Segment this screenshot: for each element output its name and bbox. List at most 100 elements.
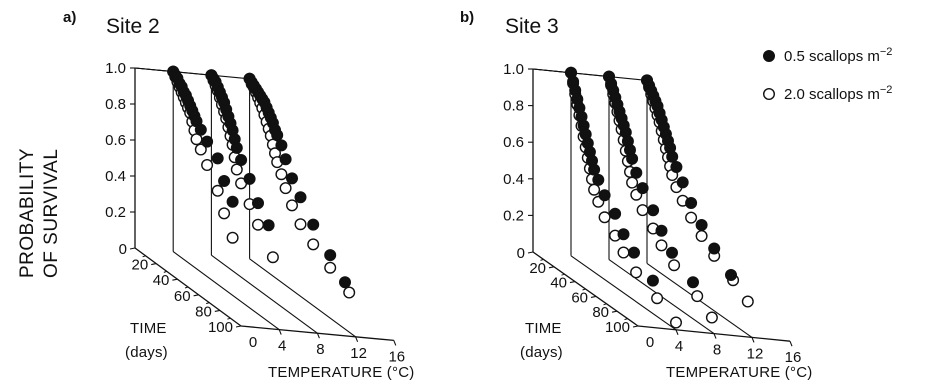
data-point <box>646 274 659 287</box>
data-point <box>691 290 704 303</box>
y-tick-label: 1.0 <box>105 60 126 77</box>
data-point <box>626 176 639 189</box>
data-point <box>695 229 708 242</box>
time-tick-label: 20 <box>529 260 546 277</box>
temperature-tick-mark <box>278 329 282 335</box>
data-point <box>670 316 683 329</box>
temperature-tick-mark <box>675 329 679 336</box>
data-point <box>668 259 681 272</box>
y-tick-label: 0.2 <box>503 207 524 224</box>
time-axis-label: TIME <box>525 320 562 337</box>
data-point <box>324 261 337 274</box>
series-filled-4 <box>167 65 239 208</box>
temperature-tick-mark <box>713 333 717 339</box>
data-point <box>230 141 243 154</box>
data-point <box>647 204 660 217</box>
time-tick-label: 60 <box>174 288 191 305</box>
data-point <box>218 174 231 187</box>
temperature-tick-mark <box>355 336 359 343</box>
temperature-tick-mark <box>316 332 320 339</box>
data-point <box>592 173 605 186</box>
data-point <box>286 199 299 212</box>
data-point <box>670 160 683 173</box>
data-point <box>598 189 611 202</box>
data-point <box>685 211 698 224</box>
data-point <box>741 295 754 308</box>
legend-marker-open <box>763 87 776 100</box>
time-tick-label: 80 <box>592 304 609 321</box>
data-point <box>275 168 288 181</box>
y-tick-label: 0.8 <box>503 98 524 115</box>
data-point <box>598 211 611 224</box>
data-point <box>343 286 356 299</box>
data-point <box>271 129 284 142</box>
temperature-axis-label: TEMPERATURE (°C) <box>666 364 812 381</box>
ylabel-line-2: OF SURVIVAL <box>41 149 62 278</box>
time-tick-mark <box>214 309 220 312</box>
time-tick-label: 100 <box>208 319 233 336</box>
temperature-tick-label: 4 <box>675 338 683 355</box>
temperature-tick-label: 0 <box>646 334 654 351</box>
data-point <box>617 228 630 241</box>
slice-floor-line-12 <box>249 258 356 338</box>
series-filled-8 <box>603 70 700 289</box>
svg-text:2.0 scallops m−2: 2.0 scallops m−2 <box>784 84 892 103</box>
data-point <box>307 238 320 251</box>
slice-top-edge-12 <box>532 68 648 81</box>
data-point <box>705 311 718 324</box>
time-minor-tick <box>624 318 628 321</box>
time-minor-tick <box>603 303 607 306</box>
data-point <box>708 242 721 255</box>
time-minor-tick <box>227 317 231 320</box>
time-tick-mark <box>172 278 178 281</box>
time-minor-tick <box>184 286 189 289</box>
svg-text:0.5 scallops m−2: 0.5 scallops m−2 <box>784 46 892 65</box>
temperature-tick-label: 8 <box>316 341 324 358</box>
time-axis-label: TIME <box>130 320 167 337</box>
data-point <box>588 163 601 176</box>
time-minor-tick <box>206 302 210 305</box>
data-point <box>194 143 207 156</box>
data-point <box>211 152 224 165</box>
data-point <box>218 207 231 220</box>
data-point <box>286 172 299 185</box>
series-filled-4 <box>565 66 659 287</box>
time-tick-label: 20 <box>132 257 149 274</box>
slice-floor-line-4 <box>570 255 677 331</box>
temperature-tick-label: 16 <box>785 349 802 366</box>
data-point <box>666 150 679 163</box>
data-point <box>655 224 668 237</box>
slice-floor-line-4 <box>172 251 280 331</box>
temperature-axis-label: TEMPERATURE (°C) <box>268 364 414 381</box>
time-axis-unit: (days) <box>125 344 168 361</box>
data-point <box>294 218 307 231</box>
data-point <box>687 276 700 289</box>
data-point <box>685 196 698 209</box>
data-point <box>626 152 639 165</box>
data-point <box>628 246 641 259</box>
series-filled-8 <box>205 69 275 232</box>
time-tick-mark <box>611 310 618 313</box>
data-point <box>211 184 224 197</box>
data-point <box>630 266 643 279</box>
y-tick-label: 0.8 <box>105 96 126 113</box>
time-minor-tick <box>561 273 565 276</box>
temperature-tick-mark <box>751 337 755 343</box>
time-tick-label: 0 <box>119 241 127 258</box>
data-point <box>230 163 243 176</box>
time-tick-label: 100 <box>605 319 630 336</box>
data-point <box>636 182 649 195</box>
time-tick-mark <box>235 325 242 328</box>
data-point <box>251 218 264 231</box>
data-point <box>676 176 689 189</box>
legend-sup-0: −2 <box>880 46 893 58</box>
time-tick-label: 60 <box>571 289 588 306</box>
y-tick-label: 0.4 <box>503 171 524 188</box>
time-tick-label: 40 <box>550 275 567 292</box>
time-minor-tick <box>163 270 167 273</box>
legend-label-0: 0.5 scallops m <box>784 48 880 65</box>
time-minor-tick <box>582 288 586 291</box>
slice-top-edge-12 <box>134 67 250 80</box>
